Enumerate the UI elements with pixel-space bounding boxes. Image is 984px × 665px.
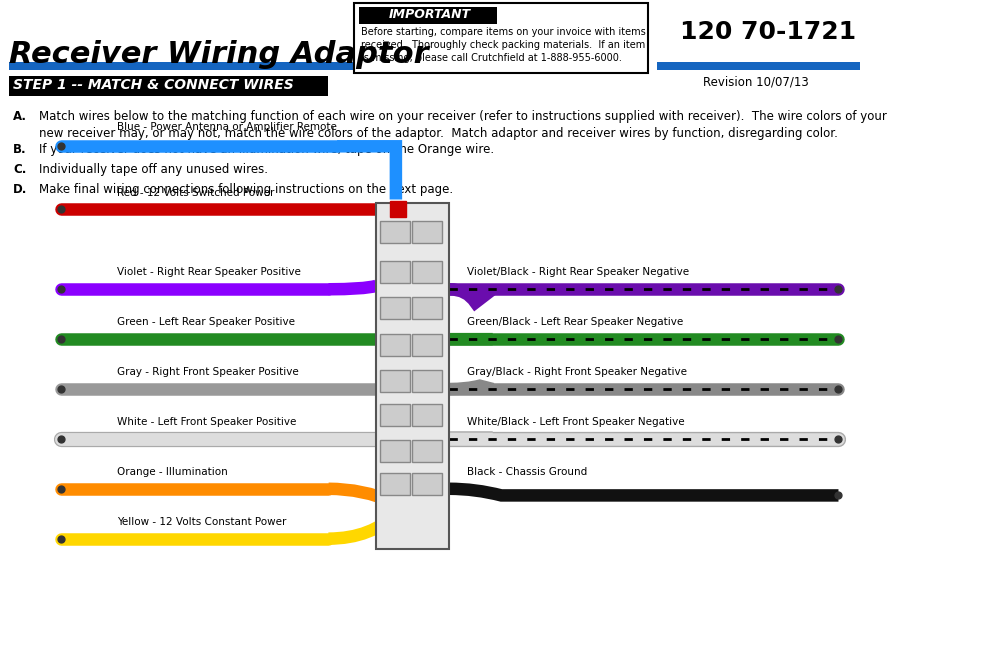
Text: Make final wiring connections following instructions on the next page.: Make final wiring connections following …	[39, 183, 453, 196]
FancyBboxPatch shape	[381, 221, 409, 243]
FancyBboxPatch shape	[381, 440, 409, 462]
FancyBboxPatch shape	[412, 297, 442, 319]
Text: A.: A.	[13, 110, 27, 123]
FancyBboxPatch shape	[381, 404, 409, 426]
Text: 120 70-1721: 120 70-1721	[680, 20, 856, 44]
FancyBboxPatch shape	[412, 404, 442, 426]
Text: D.: D.	[13, 183, 28, 196]
FancyBboxPatch shape	[376, 203, 450, 549]
FancyBboxPatch shape	[381, 261, 409, 283]
Text: Blue - Power Antenna or Amplifier Remote: Blue - Power Antenna or Amplifier Remote	[117, 122, 337, 132]
FancyBboxPatch shape	[412, 261, 442, 283]
FancyBboxPatch shape	[359, 7, 497, 24]
Text: Before starting, compare items on your invoice with items
received.  Thoroughly : Before starting, compare items on your i…	[361, 27, 646, 63]
Text: If your receiver does not have an Illumination wire, tape off the Orange wire.: If your receiver does not have an Illumi…	[39, 143, 494, 156]
FancyBboxPatch shape	[412, 473, 442, 495]
FancyBboxPatch shape	[381, 334, 409, 356]
FancyBboxPatch shape	[381, 370, 409, 392]
Text: White/Black - Left Front Speaker Negative: White/Black - Left Front Speaker Negativ…	[466, 417, 685, 427]
Text: Individually tape off any unused wires.: Individually tape off any unused wires.	[39, 163, 268, 176]
Text: Green - Left Rear Speaker Positive: Green - Left Rear Speaker Positive	[117, 317, 294, 327]
FancyBboxPatch shape	[9, 76, 329, 96]
Text: Yellow - 12 Volts Constant Power: Yellow - 12 Volts Constant Power	[117, 517, 286, 527]
Text: Black - Chassis Ground: Black - Chassis Ground	[466, 467, 587, 477]
Text: Orange - Illumination: Orange - Illumination	[117, 467, 227, 477]
Text: Violet - Right Rear Speaker Positive: Violet - Right Rear Speaker Positive	[117, 267, 300, 277]
FancyBboxPatch shape	[381, 473, 409, 495]
Text: IMPORTANT: IMPORTANT	[389, 8, 470, 21]
FancyBboxPatch shape	[412, 370, 442, 392]
Text: White - Left Front Speaker Positive: White - Left Front Speaker Positive	[117, 417, 296, 427]
Text: Match wires below to the matching function of each wire on your receiver (refer : Match wires below to the matching functi…	[39, 110, 887, 140]
Text: Receiver Wiring Adaptor: Receiver Wiring Adaptor	[9, 40, 428, 69]
Text: Revision 10/07/13: Revision 10/07/13	[704, 75, 809, 88]
FancyBboxPatch shape	[354, 3, 648, 73]
FancyBboxPatch shape	[412, 221, 442, 243]
FancyBboxPatch shape	[381, 297, 409, 319]
Text: Gray - Right Front Speaker Positive: Gray - Right Front Speaker Positive	[117, 367, 298, 377]
Text: Gray/Black - Right Front Speaker Negative: Gray/Black - Right Front Speaker Negativ…	[466, 367, 687, 377]
Text: B.: B.	[13, 143, 27, 156]
Text: Red - 12 Volts Switched Power: Red - 12 Volts Switched Power	[117, 188, 275, 198]
Text: Green/Black - Left Rear Speaker Negative: Green/Black - Left Rear Speaker Negative	[466, 317, 683, 327]
Text: C.: C.	[13, 163, 27, 176]
FancyBboxPatch shape	[412, 334, 442, 356]
FancyBboxPatch shape	[412, 440, 442, 462]
FancyBboxPatch shape	[9, 62, 354, 70]
FancyBboxPatch shape	[657, 62, 860, 70]
Text: Violet/Black - Right Rear Speaker Negative: Violet/Black - Right Rear Speaker Negati…	[466, 267, 689, 277]
Text: STEP 1 -- MATCH & CONNECT WIRES: STEP 1 -- MATCH & CONNECT WIRES	[13, 78, 293, 92]
